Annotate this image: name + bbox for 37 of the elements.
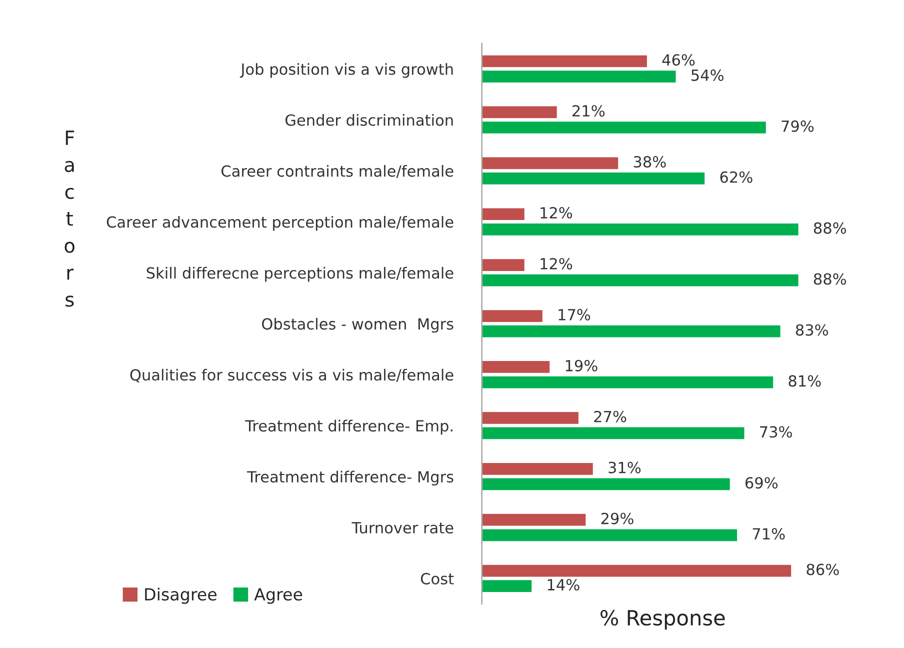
- data-label: 79%: [782, 120, 814, 132]
- data-label: 19%: [566, 360, 598, 372]
- data-label: 73%: [760, 426, 792, 438]
- data-label: 54%: [692, 69, 724, 81]
- data-label: 17%: [558, 308, 590, 320]
- data-label: 86%: [806, 564, 839, 576]
- y-tick-label: Obstacles - women Mgrs: [262, 318, 454, 333]
- y-tick-label: Cost: [420, 572, 454, 584]
- data-label: 88%: [814, 273, 846, 285]
- data-label: 29%: [601, 512, 634, 524]
- data-label: 38%: [634, 156, 666, 168]
- data-label: 14%: [548, 578, 580, 591]
- data-label: 83%: [796, 324, 828, 336]
- data-label: 21%: [572, 105, 605, 117]
- data-label: 27%: [594, 410, 626, 422]
- data-label: 62%: [720, 171, 752, 183]
- data-label: 12%: [540, 258, 572, 270]
- data-label: 71%: [752, 528, 785, 540]
- y-tick-label: Turnover rate: [352, 522, 454, 534]
- y-tick-label: Treatment difference- Mgrs: [247, 470, 454, 486]
- x-axis-title: % Response: [600, 610, 725, 630]
- data-label: 12%: [540, 206, 572, 219]
- data-label: 81%: [788, 375, 821, 387]
- y-tick-label: Gender discrimination: [285, 114, 453, 126]
- data-label: 46%: [662, 54, 695, 66]
- legend-label: Disagree: [145, 588, 217, 604]
- data-label: 69%: [745, 477, 778, 489]
- y-tick-label: Job position vis a vis growth: [240, 63, 453, 78]
- y-tick-label: Treatment difference- Emp.: [245, 420, 452, 435]
- y-tick-label: Career advancement perception male/female: [106, 216, 454, 231]
- y-tick-label: Career contraints male/female: [222, 165, 454, 178]
- y-axis-title: Factors: [64, 130, 74, 307]
- data-label: 88%: [814, 222, 846, 234]
- y-tick-label: Skill differecne perceptions male/female: [146, 266, 454, 282]
- y-tick-label: Qualities for success vis a vis male/female: [130, 368, 454, 382]
- legend-label: Agree: [254, 588, 302, 604]
- data-label: 31%: [608, 462, 641, 474]
